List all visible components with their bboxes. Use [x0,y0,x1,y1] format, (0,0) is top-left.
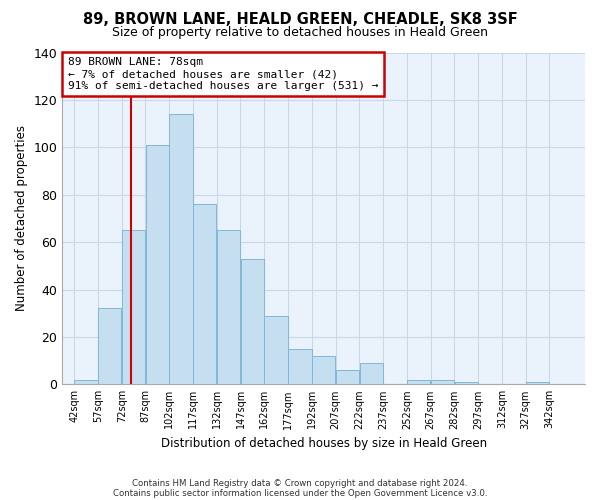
Text: 89, BROWN LANE, HEALD GREEN, CHEADLE, SK8 3SF: 89, BROWN LANE, HEALD GREEN, CHEADLE, SK… [83,12,517,28]
Bar [288,349,311,384]
Bar [74,380,98,384]
Text: 89 BROWN LANE: 78sqm
← 7% of detached houses are smaller (42)
91% of semi-detach: 89 BROWN LANE: 78sqm ← 7% of detached ho… [68,58,378,90]
Bar [359,363,383,384]
Bar [98,308,121,384]
Bar [169,114,193,384]
Text: Size of property relative to detached houses in Heald Green: Size of property relative to detached ho… [112,26,488,39]
Bar [312,356,335,384]
Bar [241,258,264,384]
Bar [265,316,288,384]
Bar [217,230,240,384]
Text: Contains HM Land Registry data © Crown copyright and database right 2024.: Contains HM Land Registry data © Crown c… [132,478,468,488]
Bar [122,230,145,384]
Bar [455,382,478,384]
Bar [146,145,169,384]
Bar [336,370,359,384]
Bar [431,380,454,384]
Y-axis label: Number of detached properties: Number of detached properties [15,126,28,312]
X-axis label: Distribution of detached houses by size in Heald Green: Distribution of detached houses by size … [161,437,487,450]
Text: Contains public sector information licensed under the Open Government Licence v3: Contains public sector information licen… [113,488,487,498]
Bar [407,380,430,384]
Bar [193,204,217,384]
Bar [526,382,549,384]
